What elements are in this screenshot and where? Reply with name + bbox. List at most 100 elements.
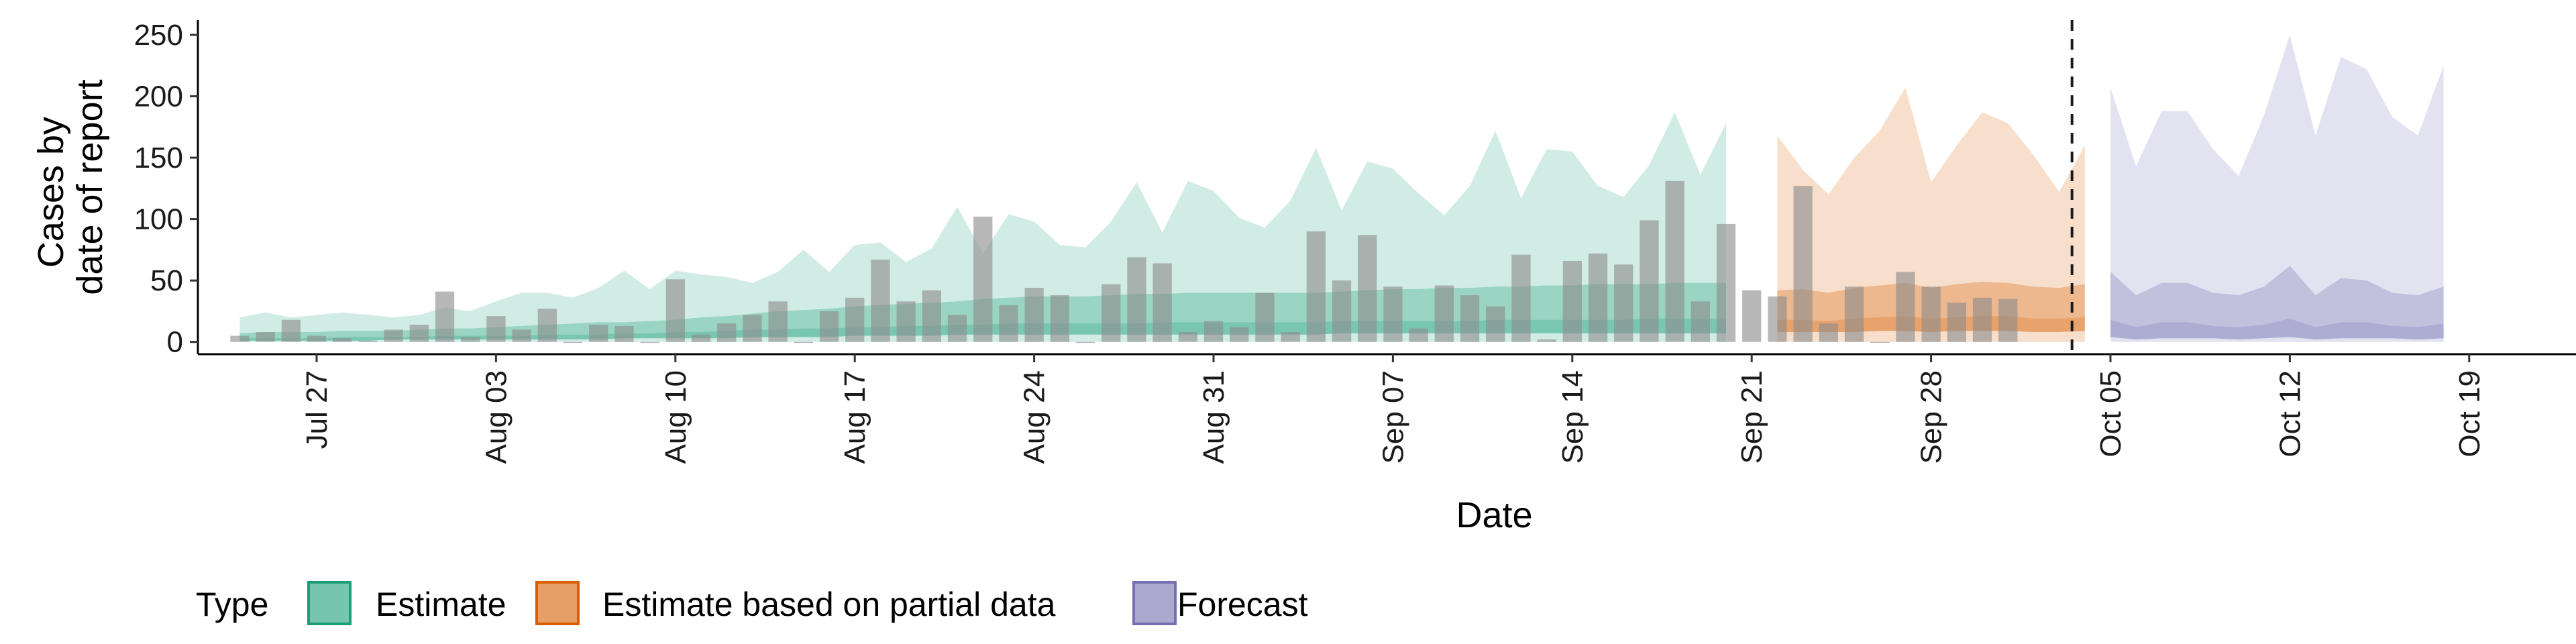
x-tick-label: Sep 28 bbox=[1915, 370, 1948, 464]
x-tick-label: Oct 12 bbox=[2273, 370, 2306, 458]
reported-cases-bar bbox=[1178, 332, 1197, 342]
reported-cases-bar bbox=[1024, 288, 1044, 342]
y-tick-label: 0 bbox=[167, 326, 183, 359]
reported-cases-bar bbox=[1102, 284, 1121, 342]
reported-cases-bar bbox=[1127, 257, 1146, 342]
x-tick-label: Aug 17 bbox=[839, 370, 871, 464]
reported-cases-bar bbox=[1819, 323, 1838, 342]
reported-cases-bar bbox=[1050, 295, 1069, 342]
reported-cases-bar bbox=[1793, 186, 1813, 342]
x-tick-label: Sep 14 bbox=[1556, 370, 1589, 464]
series-1-outer-band bbox=[1777, 87, 2085, 342]
reported-cases-bar bbox=[1870, 341, 1890, 343]
reported-cases-bar bbox=[717, 323, 737, 342]
reported-cases-bar bbox=[896, 301, 916, 342]
reported-cases-bar bbox=[281, 319, 301, 342]
reported-cases-bar bbox=[384, 329, 403, 342]
reported-cases-bar bbox=[1690, 301, 1710, 342]
reported-cases-bar bbox=[1486, 306, 1505, 342]
x-tick-label: Sep 07 bbox=[1377, 370, 1409, 464]
reported-cases-bar bbox=[589, 325, 608, 342]
reported-cases-bar bbox=[819, 311, 839, 342]
x-tick-label: Jul 27 bbox=[301, 370, 333, 449]
legend-items: Estimate Estimate based on partial data Fo… bbox=[307, 581, 1308, 625]
legend-key-1 bbox=[307, 581, 352, 625]
y-tick-label: 50 bbox=[150, 264, 183, 297]
reported-cases-bar bbox=[512, 329, 531, 342]
reported-cases-bar bbox=[1230, 327, 1249, 342]
reported-cases-bar bbox=[409, 325, 429, 342]
reported-cases-bar bbox=[1358, 235, 1377, 342]
reported-cases-bar bbox=[1460, 295, 1480, 342]
reported-cases-bar bbox=[614, 325, 634, 342]
reported-cases-bar bbox=[1409, 328, 1428, 342]
reported-cases-bar bbox=[845, 297, 865, 342]
legend-label-3: Forecast bbox=[1177, 586, 1308, 623]
x-tick-label: Oct 19 bbox=[2453, 370, 2486, 458]
reported-cases-bar bbox=[1896, 272, 1915, 342]
legend-title: Type bbox=[196, 586, 268, 623]
reported-cases-bar bbox=[333, 338, 352, 342]
y-tick-label: 150 bbox=[134, 142, 183, 174]
reported-cases-bar bbox=[1768, 296, 1787, 342]
reported-cases-bar bbox=[947, 315, 967, 342]
reported-cases-bar bbox=[1255, 292, 1275, 342]
reported-cases-bar bbox=[1742, 290, 1762, 342]
reported-cases-bar bbox=[1972, 297, 1992, 342]
y-tick-label: 250 bbox=[134, 19, 183, 52]
reported-cases-bar bbox=[256, 332, 275, 342]
reported-cases-bar bbox=[358, 340, 378, 342]
reported-cases-bar bbox=[1306, 231, 1326, 342]
reported-cases-bar bbox=[691, 334, 711, 342]
reported-cases-bar bbox=[1665, 180, 1684, 342]
legend-label-2: Estimate based on partial data bbox=[602, 586, 1056, 623]
reported-cases-bar bbox=[1998, 299, 2018, 342]
reported-cases-bar bbox=[871, 260, 890, 342]
reported-cases-bar bbox=[230, 335, 250, 342]
reported-cases-bar bbox=[1152, 263, 1172, 342]
x-tick-label: Aug 03 bbox=[480, 370, 513, 464]
y-axis-title-line-2: date of report bbox=[70, 79, 110, 294]
x-tick-label: Aug 24 bbox=[1018, 370, 1051, 464]
reported-cases-bar bbox=[307, 335, 327, 342]
series-2-core-band bbox=[2110, 318, 2444, 339]
reported-cases-bar bbox=[1614, 264, 1633, 342]
reported-cases-bar bbox=[435, 291, 455, 342]
x-tick-label: Oct 05 bbox=[2094, 370, 2127, 458]
reported-cases-bar bbox=[999, 305, 1018, 342]
reported-cases-bar bbox=[1075, 341, 1095, 343]
x-axis-title: Date bbox=[1456, 495, 1532, 535]
reported-cases-bar bbox=[1434, 285, 1454, 342]
bars bbox=[230, 180, 2018, 343]
reported-cases-bar bbox=[1588, 253, 1608, 342]
reported-cases-bar bbox=[973, 216, 993, 342]
reported-cases-bar bbox=[794, 341, 813, 343]
reported-cases-bar bbox=[1640, 220, 1659, 342]
reported-cases-bar bbox=[461, 337, 480, 342]
y-axis-title-line-1: Cases by bbox=[31, 117, 71, 268]
y-tick-label: 100 bbox=[134, 203, 183, 236]
reported-cases-bar bbox=[486, 316, 506, 342]
reported-cases-bar bbox=[922, 290, 941, 342]
y-tick-label: 200 bbox=[134, 80, 183, 113]
reported-cases-bar bbox=[1562, 260, 1582, 342]
legend: Type Estimate Estimate based on partial d… bbox=[196, 581, 1308, 625]
reported-cases-bar bbox=[768, 301, 788, 342]
legend-label-1: Estimate bbox=[376, 586, 506, 623]
legend-key-3 bbox=[1132, 581, 1177, 625]
reported-cases-bar bbox=[1511, 254, 1531, 342]
reported-cases-bar bbox=[640, 341, 659, 343]
reported-cases-bar bbox=[1947, 303, 1966, 342]
series-2-outer-band bbox=[2110, 35, 2444, 342]
reported-cases-bar bbox=[1383, 286, 1403, 342]
reported-cases-bar bbox=[1332, 280, 1352, 342]
x-tick-label: Sep 21 bbox=[1735, 370, 1768, 464]
reported-cases-bar bbox=[1921, 286, 1941, 342]
reported-cases-bar bbox=[1203, 321, 1224, 342]
reported-cases-bar bbox=[537, 309, 557, 342]
reported-cases-bar bbox=[665, 279, 685, 342]
x-axis-ticks: Jul 27 Aug 03 Aug 10 Aug 17 Aug 24 Aug 31 Sep … bbox=[301, 354, 2486, 464]
reported-cases-bar bbox=[743, 315, 762, 342]
reported-cases-bar bbox=[1844, 286, 1864, 342]
